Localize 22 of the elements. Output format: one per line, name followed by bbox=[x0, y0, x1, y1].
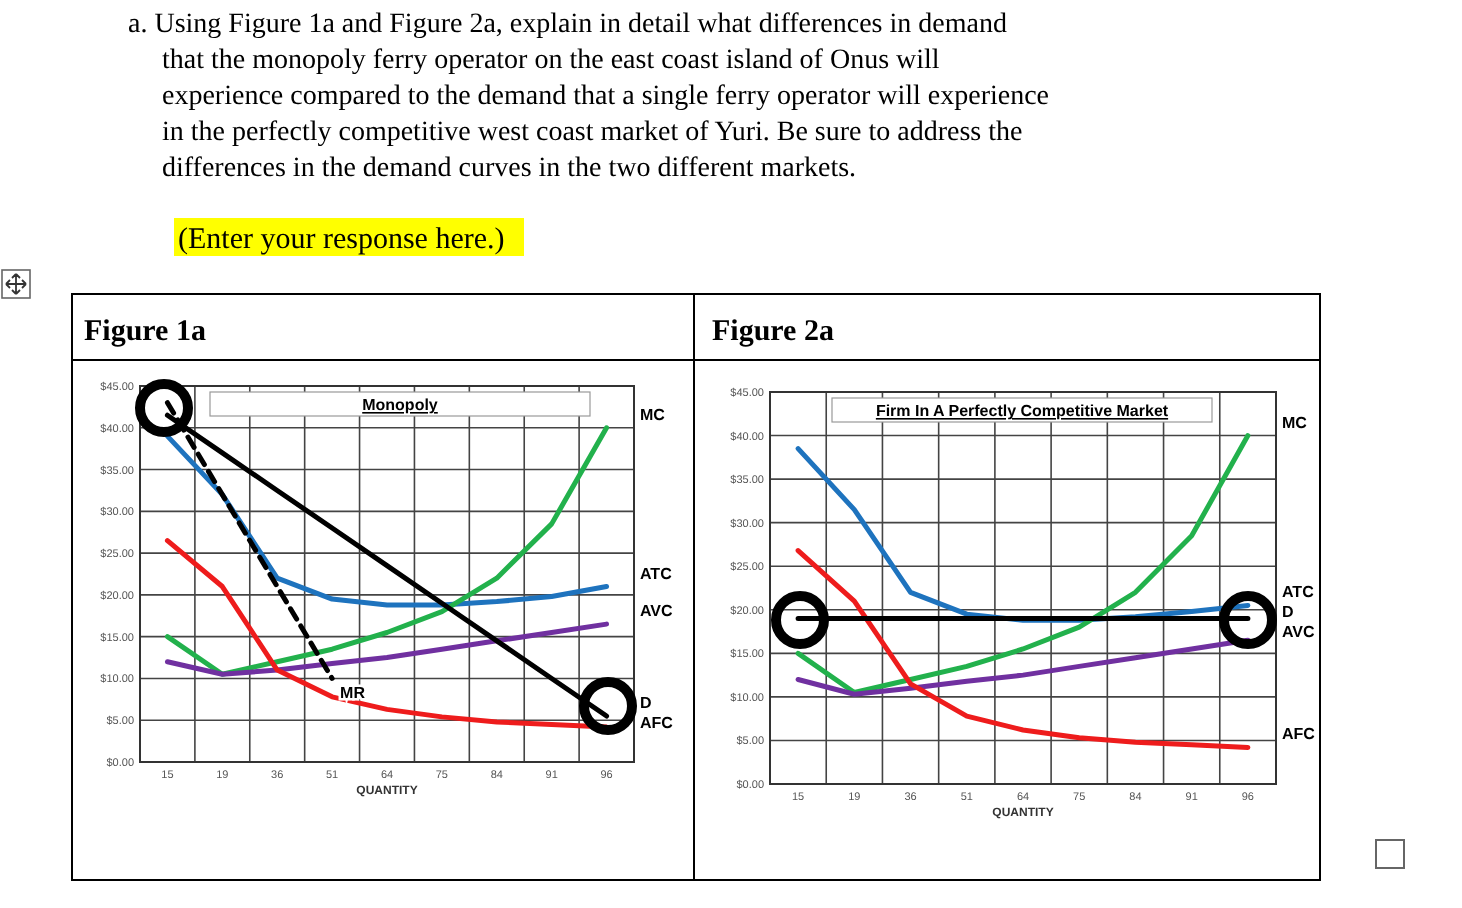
text: a. Using Figure 1a and Figure 2a, explain in detail what differences in demand that the monopoly ferry operator on the east coast island of Onus will experience compared to the demand that a single ferry operator will experience in the perfectly competitive west coast market of Yuri. Be sure to address the differences in the demand curves in the two different markets. bbox=[128, 10, 1050, 184]
text: ATC bbox=[1282, 583, 1315, 602]
text: ATC bbox=[640, 564, 673, 583]
text: MC bbox=[640, 405, 666, 424]
text: (Enter your response here.) bbox=[178, 224, 505, 256]
text: D bbox=[640, 694, 652, 713]
chart-subtitle: Figure 2a bbox=[712, 316, 835, 348]
line-series bbox=[164, 425, 610, 677]
title-frame: Firm In A Perfectly Competitive Market bbox=[831, 397, 1213, 423]
series-label: D bbox=[1282, 603, 1294, 622]
line-series bbox=[795, 433, 1251, 696]
text: AFC bbox=[640, 714, 674, 733]
title-frame: Monopoly bbox=[209, 391, 591, 417]
text: AFC bbox=[1282, 725, 1316, 744]
text: MC bbox=[1282, 413, 1308, 432]
text: AVC bbox=[640, 602, 674, 621]
line-series bbox=[795, 637, 1251, 697]
chart-subtitle: Figure 1a bbox=[84, 316, 207, 348]
line-series bbox=[164, 538, 610, 730]
line-series bbox=[795, 548, 1251, 750]
line-series bbox=[164, 621, 610, 677]
text: AVC bbox=[1282, 623, 1316, 642]
